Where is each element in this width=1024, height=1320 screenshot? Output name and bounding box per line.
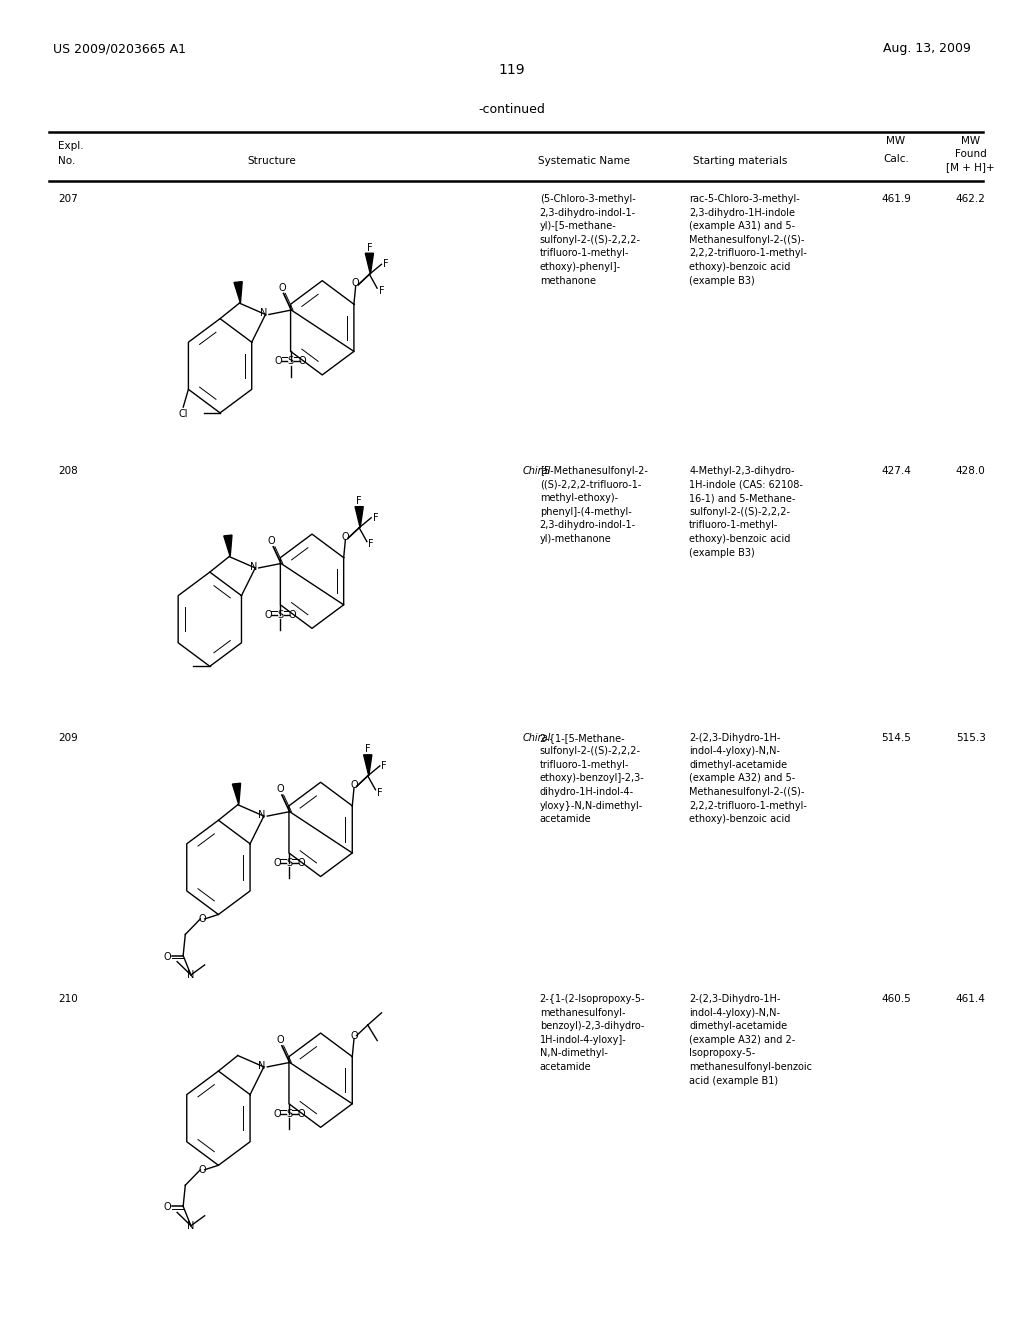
Text: Cl: Cl: [178, 409, 188, 418]
Text: 428.0: 428.0: [955, 466, 986, 477]
Text: 2-(2,3-Dihydro-1H-
indol-4-yloxy)-N,N-
dimethyl-acetamide
(example A32) and 5-
M: 2-(2,3-Dihydro-1H- indol-4-yloxy)-N,N- d…: [689, 733, 807, 824]
Text: F: F: [356, 496, 361, 506]
Text: No.: No.: [58, 156, 76, 166]
Text: Structure: Structure: [247, 156, 296, 166]
Text: US 2009/0203665 A1: US 2009/0203665 A1: [53, 42, 186, 55]
Text: O: O: [274, 356, 283, 367]
Text: 207: 207: [58, 194, 78, 205]
Polygon shape: [355, 507, 364, 528]
Text: [5-Methanesulfonyl-2-
((S)-2,2,2-trifluoro-1-
methyl-ethoxy)-
phenyl]-(4-methyl-: [5-Methanesulfonyl-2- ((S)-2,2,2-trifluo…: [540, 466, 647, 544]
Text: Expl.: Expl.: [58, 141, 84, 152]
Text: Systematic Name: Systematic Name: [538, 156, 630, 166]
Text: Calc.: Calc.: [883, 154, 909, 165]
Text: N: N: [260, 309, 267, 318]
Text: 462.2: 462.2: [955, 194, 986, 205]
Polygon shape: [364, 755, 372, 776]
Text: O: O: [278, 282, 286, 293]
Text: N: N: [258, 1061, 266, 1071]
Text: F: F: [377, 788, 383, 797]
Text: [M + H]+: [M + H]+: [946, 162, 995, 173]
Text: O: O: [273, 858, 281, 869]
Text: Chiral: Chiral: [522, 466, 551, 477]
Text: O: O: [276, 1035, 284, 1045]
Text: Found: Found: [954, 149, 987, 160]
Text: S: S: [278, 610, 284, 620]
Text: 2-(2,3-Dihydro-1H-
indol-4-yloxy)-N,N-
dimethyl-acetamide
(example A32) and 2-
I: 2-(2,3-Dihydro-1H- indol-4-yloxy)-N,N- d…: [689, 994, 812, 1085]
Text: rac-5-Chloro-3-methyl-
2,3-dihydro-1H-indole
(example A31) and 5-
Methanesulfony: rac-5-Chloro-3-methyl- 2,3-dihydro-1H-in…: [689, 194, 807, 285]
Text: (5-Chloro-3-methyl-
2,3-dihydro-indol-1-
yl)-[5-methane-
sulfonyl-2-((S)-2,2,2-
: (5-Chloro-3-methyl- 2,3-dihydro-indol-1-…: [540, 194, 641, 285]
Text: 460.5: 460.5: [881, 994, 911, 1005]
Text: Starting materials: Starting materials: [693, 156, 787, 166]
Polygon shape: [234, 281, 243, 304]
Text: O: O: [164, 952, 171, 962]
Text: F: F: [365, 744, 371, 754]
Polygon shape: [232, 783, 241, 805]
Text: Aug. 13, 2009: Aug. 13, 2009: [883, 42, 971, 55]
Text: 119: 119: [499, 63, 525, 78]
Text: MW: MW: [887, 136, 905, 147]
Text: O: O: [299, 356, 306, 367]
Text: 515.3: 515.3: [955, 733, 986, 743]
Text: F: F: [379, 286, 384, 296]
Text: S: S: [288, 356, 294, 367]
Text: O: O: [276, 784, 284, 795]
Text: O: O: [199, 913, 206, 924]
Text: F: F: [373, 512, 378, 523]
Text: -continued: -continued: [478, 103, 546, 116]
Text: O: O: [199, 1164, 206, 1175]
Text: 2-{1-(2-Isopropoxy-5-
methanesulfonyl-
benzoyl)-2,3-dihydro-
1H-indol-4-yloxy]-
: 2-{1-(2-Isopropoxy-5- methanesulfonyl- b…: [540, 994, 645, 1072]
Text: 210: 210: [58, 994, 78, 1005]
Text: O: O: [289, 610, 296, 620]
Text: F: F: [383, 259, 388, 269]
Text: N: N: [250, 562, 257, 572]
Text: S: S: [286, 1109, 292, 1119]
Text: F: F: [381, 760, 387, 771]
Text: 461.4: 461.4: [955, 994, 986, 1005]
Text: O: O: [350, 780, 357, 789]
Text: O: O: [273, 1109, 281, 1119]
Polygon shape: [224, 535, 232, 557]
Text: N: N: [187, 970, 195, 979]
Text: O: O: [264, 610, 272, 620]
Text: F: F: [369, 540, 374, 549]
Text: Chiral: Chiral: [522, 733, 551, 743]
Text: 514.5: 514.5: [881, 733, 911, 743]
Text: O: O: [267, 536, 275, 546]
Text: O: O: [352, 279, 359, 288]
Text: O: O: [342, 532, 349, 541]
Text: S: S: [286, 858, 292, 869]
Text: O: O: [297, 1109, 305, 1119]
Text: O: O: [164, 1203, 171, 1213]
Text: N: N: [258, 810, 266, 820]
Text: O: O: [297, 858, 305, 869]
Text: 461.9: 461.9: [881, 194, 911, 205]
Text: 2-{1-[5-Methane-
sulfonyl-2-((S)-2,2,2-
trifluoro-1-methyl-
ethoxy)-benzoyl]-2,3: 2-{1-[5-Methane- sulfonyl-2-((S)-2,2,2- …: [540, 733, 644, 824]
Polygon shape: [366, 253, 374, 275]
Text: MW: MW: [962, 136, 980, 147]
Text: F: F: [367, 243, 372, 252]
Text: 427.4: 427.4: [881, 466, 911, 477]
Text: O: O: [350, 1031, 357, 1040]
Text: 4-Methyl-2,3-dihydro-
1H-indole (CAS: 62108-
16-1) and 5-Methane-
sulfonyl-2-((S: 4-Methyl-2,3-dihydro- 1H-indole (CAS: 62…: [689, 466, 803, 557]
Text: 209: 209: [58, 733, 78, 743]
Text: N: N: [187, 1221, 195, 1230]
Text: 208: 208: [58, 466, 78, 477]
